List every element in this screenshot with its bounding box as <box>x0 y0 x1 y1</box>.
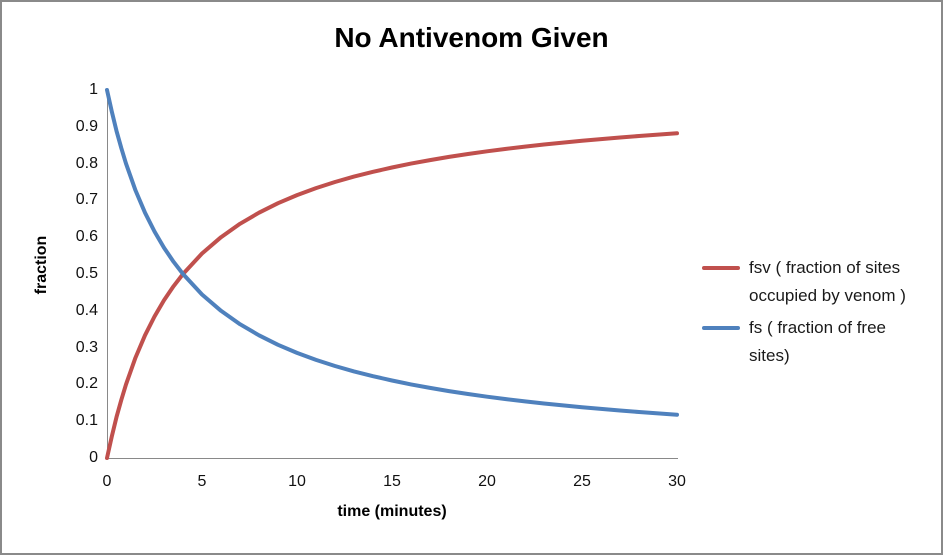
y-tick-label: 0.7 <box>75 191 98 209</box>
fsv-legend-label-line2: occupied by venom ) <box>749 286 906 305</box>
y-tick-label: 0.6 <box>75 228 98 246</box>
x-axis-title: time (minutes) <box>337 503 447 520</box>
x-tick-label: 10 <box>288 473 306 490</box>
fs-legend-label-line2: sites) <box>749 346 790 365</box>
fs-curve <box>105 88 679 417</box>
legend: fsv ( fraction of sites occupied by veno… <box>702 254 937 374</box>
fs-legend-label-line1: fs ( fraction of free <box>749 318 886 337</box>
y-axis-title: fraction <box>33 235 50 295</box>
y-tick-label: 1 <box>89 81 98 98</box>
y-tick-label: 0.5 <box>75 265 98 282</box>
legend-entry-fsv: fsv ( fraction of sites occupied by veno… <box>702 254 937 310</box>
x-tick-label: 0 <box>102 473 112 490</box>
x-tick-label: 15 <box>383 473 401 490</box>
x-tick-label: 30 <box>668 473 686 490</box>
x-tick-label: 20 <box>478 473 496 490</box>
y-tick-label: 0.8 <box>75 154 98 172</box>
fsv-legend-swatch <box>702 266 740 270</box>
legend-entry-fs: fs ( fraction of free sites) <box>702 314 937 370</box>
chart-title: No Antivenom Given <box>334 22 609 53</box>
y-tick-label: 0.1 <box>75 412 98 430</box>
x-tick-label: 25 <box>573 473 591 490</box>
fsv-curve <box>105 131 679 460</box>
x-tick-label: 5 <box>197 473 207 490</box>
y-tick-label: 0.9 <box>75 117 98 135</box>
fsv-legend-label-line1: fsv ( fraction of sites <box>749 258 901 277</box>
y-tick-label: 0.3 <box>75 338 98 356</box>
y-tick-label: 0.4 <box>75 301 98 319</box>
y-tick-label: 0 <box>89 449 98 466</box>
y-tick-label: 0.2 <box>75 375 98 393</box>
fs-legend-swatch <box>702 326 740 330</box>
